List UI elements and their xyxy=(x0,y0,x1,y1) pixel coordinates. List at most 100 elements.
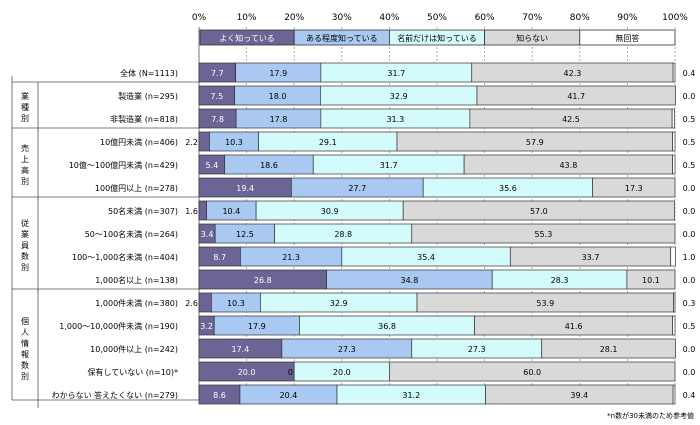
data-label: 57.0 xyxy=(530,207,548,216)
x-tick-label: 100% xyxy=(662,13,688,23)
data-label: 31.7 xyxy=(380,161,398,170)
row-label: 100億円以上 (n=278) xyxy=(95,183,178,193)
data-label: 0.5 xyxy=(683,322,696,331)
data-label: 32.9 xyxy=(390,92,408,101)
data-label: 31.2 xyxy=(402,391,420,400)
bar-segment xyxy=(541,338,676,359)
data-label: 17.9 xyxy=(248,322,266,331)
data-label: 53.9 xyxy=(536,299,554,308)
data-label: 17.8 xyxy=(270,115,288,124)
data-label: 29.1 xyxy=(319,138,337,147)
data-label: 31.3 xyxy=(386,115,404,124)
data-label: 35.6 xyxy=(499,184,517,193)
bar-segment xyxy=(402,200,675,221)
data-label: 7.5 xyxy=(210,92,223,101)
data-label: 0.0 xyxy=(683,368,696,377)
data-label: 17.3 xyxy=(625,184,643,193)
data-label: 34.8 xyxy=(400,276,418,285)
x-tick-label: 70% xyxy=(522,13,542,23)
data-label: 18.0 xyxy=(269,92,287,101)
bar-segment xyxy=(672,62,676,83)
data-label: 41.7 xyxy=(567,92,585,101)
data-label: 8.6 xyxy=(213,391,226,400)
data-label: 31.7 xyxy=(387,69,405,78)
data-label: 35.4 xyxy=(417,253,435,262)
x-tick-label: 40% xyxy=(379,13,399,23)
data-label: 17.9 xyxy=(269,69,287,78)
data-label: 20.4 xyxy=(280,391,298,400)
x-tick-label: 90% xyxy=(617,13,637,23)
row-label: 10億円未満 (n=406) xyxy=(100,137,178,147)
data-label: 27.3 xyxy=(468,345,486,354)
bar-segment xyxy=(672,154,676,175)
row-label: 50～100名未満 (n=264) xyxy=(85,229,178,239)
x-tick-label: 60% xyxy=(475,13,495,23)
row-label: わからない 答えたくない (n=279) xyxy=(52,390,178,400)
bar-segment xyxy=(411,223,676,244)
bar-segment xyxy=(672,315,676,336)
data-label: 2.6 xyxy=(185,299,198,308)
data-label: 1.6 xyxy=(185,207,198,216)
data-label: 21.3 xyxy=(282,253,300,262)
x-tick-label: 20% xyxy=(284,13,304,23)
data-label: 0.0 xyxy=(683,345,696,354)
data-label: 10.3 xyxy=(227,299,245,308)
data-label: 8.7 xyxy=(213,253,226,262)
data-label: 18.6 xyxy=(260,161,278,170)
data-label: 30.9 xyxy=(321,207,339,216)
bar-segment xyxy=(389,361,676,382)
group-label: 個人情報数別 xyxy=(21,316,29,381)
legend-label: 知らない xyxy=(516,33,548,43)
legend-label: ある程度知っている xyxy=(306,33,378,43)
data-label: 0.0 xyxy=(683,92,696,101)
legend-label: 無回答 xyxy=(615,33,639,43)
data-label: 27.7 xyxy=(348,184,366,193)
data-label: 5.4 xyxy=(205,161,218,170)
data-label: 26.8 xyxy=(254,276,272,285)
data-label: 19.4 xyxy=(236,184,254,193)
data-label: 7.7 xyxy=(211,69,224,78)
data-label: 3.4 xyxy=(201,230,214,239)
bar-segment xyxy=(198,200,207,221)
data-label: 0.5 xyxy=(683,161,696,170)
row-label: 10億～100億円未満 (n=429) xyxy=(69,160,178,170)
data-label: 0.5 xyxy=(683,115,696,124)
data-label: 39.4 xyxy=(570,391,588,400)
footnote: *n数が30未満のため参考値 xyxy=(607,411,694,420)
legend-label: よく知っている xyxy=(219,33,275,43)
data-label: 55.3 xyxy=(534,230,552,239)
row-label: 50名未満 (n=307) xyxy=(108,206,178,216)
data-label: 28.3 xyxy=(551,276,569,285)
data-label: 36.8 xyxy=(378,322,396,331)
x-tick-label: 50% xyxy=(427,13,447,23)
data-label: 41.6 xyxy=(565,322,583,331)
bar-segment xyxy=(672,384,676,405)
data-label: 0.0 xyxy=(683,276,696,285)
x-tick-label: 10% xyxy=(237,13,257,23)
row-label: 全体 (N=1113) xyxy=(120,68,178,78)
data-label: 28.8 xyxy=(334,230,352,239)
group-label: 従業員数別 xyxy=(21,218,29,272)
row-label: 100～1,000名未満 (n=404) xyxy=(72,252,178,262)
data-label: 27.3 xyxy=(338,345,356,354)
data-label: 20.0 xyxy=(238,368,256,377)
data-label: 42.3 xyxy=(564,69,582,78)
group-label: 業種別 xyxy=(21,91,29,123)
row-label: 非製造業 (n=818) xyxy=(110,114,178,124)
group-label: 売上高別 xyxy=(21,143,29,186)
data-label: 28.1 xyxy=(600,345,618,354)
bar-segment xyxy=(673,292,676,313)
data-label: 10.4 xyxy=(222,207,240,216)
data-label: 0.0 xyxy=(683,184,696,193)
data-label: 0.0 xyxy=(683,207,696,216)
bar-segment xyxy=(198,292,212,313)
data-label: 2.2 xyxy=(185,138,198,147)
data-label: 10.3 xyxy=(225,138,243,147)
row-label: 1,000件未満 (n=380) xyxy=(95,298,178,308)
data-label: 43.8 xyxy=(559,161,577,170)
data-label: 17.4 xyxy=(232,345,250,354)
data-label: 57.9 xyxy=(526,138,544,147)
bar-segment xyxy=(672,131,676,152)
data-label: 0.4 xyxy=(683,391,696,400)
legend-swatch xyxy=(579,29,676,46)
